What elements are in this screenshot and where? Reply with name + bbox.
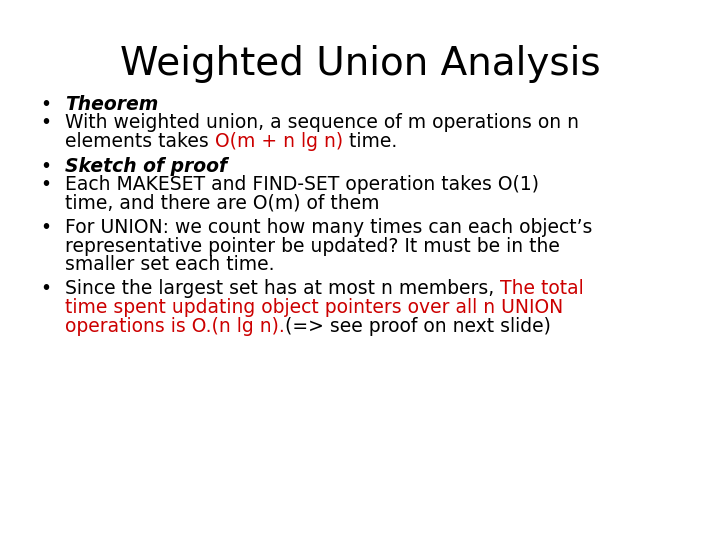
Text: Each MAKESET and FIND-SET operation takes O(1): Each MAKESET and FIND-SET operation take… bbox=[65, 175, 539, 194]
Text: Since the largest set has at most n members,: Since the largest set has at most n memb… bbox=[65, 280, 500, 299]
Text: representative pointer be updated? It must be in the: representative pointer be updated? It mu… bbox=[65, 237, 560, 255]
Text: •: • bbox=[40, 157, 51, 176]
Text: elements takes: elements takes bbox=[65, 132, 215, 151]
Text: time spent updating object pointers over all n UNION: time spent updating object pointers over… bbox=[65, 298, 563, 317]
Text: O(m + n lg n): O(m + n lg n) bbox=[215, 132, 343, 151]
Text: With weighted union, a sequence of m operations on n: With weighted union, a sequence of m ope… bbox=[65, 113, 579, 132]
Text: smaller set each time.: smaller set each time. bbox=[65, 255, 274, 274]
Text: •: • bbox=[40, 280, 51, 299]
Text: operations is O.(n lg n).: operations is O.(n lg n). bbox=[65, 316, 284, 335]
Text: Sketch of proof: Sketch of proof bbox=[65, 157, 227, 176]
Text: time, and there are O(m) of them: time, and there are O(m) of them bbox=[65, 193, 379, 213]
Text: Theorem: Theorem bbox=[65, 95, 158, 114]
Text: •: • bbox=[40, 175, 51, 194]
Text: (=> see proof on next slide): (=> see proof on next slide) bbox=[284, 316, 551, 335]
Text: •: • bbox=[40, 113, 51, 132]
Text: Weighted Union Analysis: Weighted Union Analysis bbox=[120, 45, 600, 83]
Text: time.: time. bbox=[343, 132, 397, 151]
Text: •: • bbox=[40, 95, 51, 114]
Text: •: • bbox=[40, 218, 51, 237]
Text: For UNION: we count how many times can each object’s: For UNION: we count how many times can e… bbox=[65, 218, 593, 237]
Text: The total: The total bbox=[500, 280, 584, 299]
